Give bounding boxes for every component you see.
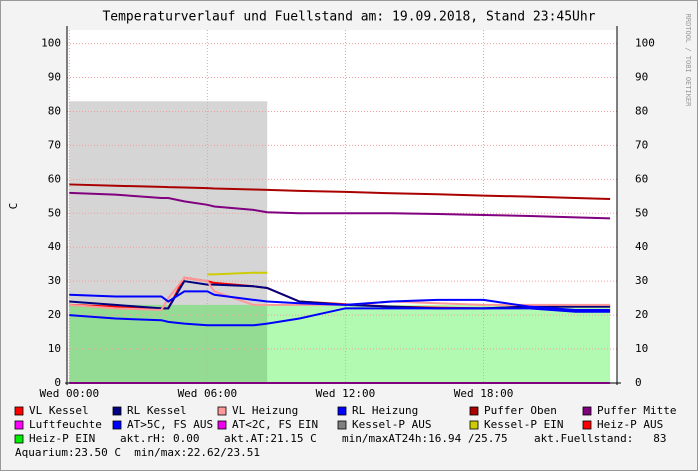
legend-swatch: [14, 420, 24, 430]
y-tick-label: 80: [48, 104, 61, 117]
y-axis-label: C: [7, 203, 20, 210]
y2-tick-label: 40: [635, 240, 648, 253]
annotation: Aquarium:23.50 C min/max:22.62/23.51: [15, 446, 260, 459]
grid: [67, 30, 617, 384]
legend-label: Luftfeuchte: [29, 418, 102, 431]
x-tick-label: Wed 12:00: [316, 387, 376, 400]
y-tick-label: 90: [48, 71, 61, 84]
y-tick-label: 40: [48, 240, 61, 253]
chart-title: Temperaturverlauf und Fuellstand am: 19.…: [102, 10, 595, 25]
legend-label: RL Kessel: [127, 404, 187, 417]
legend-swatch: [14, 434, 24, 444]
annotation: min/maxAT24h:16.94 /25.75: [342, 432, 508, 445]
plot-area: [67, 30, 617, 383]
x-tick-label: Wed 06:00: [178, 387, 238, 400]
y2-tick-label: 20: [635, 308, 648, 321]
y-tick-label: 10: [48, 342, 61, 355]
y2-tick-label: 80: [635, 104, 648, 117]
y-tick-label: 60: [48, 172, 61, 185]
legend-label: AT>5C, FS AUS: [127, 418, 213, 431]
y-tick-label: 0: [54, 376, 61, 389]
legend-label: Puffer Oben: [484, 404, 557, 417]
legend-swatch: [469, 406, 479, 416]
annotation: akt.Fuellstand: 83: [534, 432, 666, 445]
y-tick-label: 100: [41, 37, 61, 50]
legend-label: Heiz-P AUS: [597, 418, 663, 431]
y2-tick-label: 30: [635, 274, 648, 287]
line: [69, 290, 611, 312]
y-tick-label: 50: [48, 206, 61, 219]
legend-label: VL Kessel: [29, 404, 89, 417]
legend-label: Puffer Mitte: [597, 404, 676, 417]
y2-tick-label: 90: [635, 71, 648, 84]
line: [69, 191, 611, 220]
y2-tick-label: 50: [635, 206, 648, 219]
legend-swatch: [337, 406, 347, 416]
legend-label: AT<2C, FS EIN: [232, 418, 318, 431]
annotation: akt.AT:21.15 C: [224, 432, 317, 445]
legend-swatch: [582, 406, 592, 416]
labels: 0 0 10 10 20 20 30 30 40 40 50 50 60 60 70 70 80 80 90 90 10…: [14, 26, 676, 459]
legend-label: VL Heizung: [232, 404, 298, 417]
y-tick-label: 30: [48, 274, 61, 287]
y2-tick-label: 10: [635, 342, 648, 355]
legend-swatch: [112, 420, 122, 430]
legend-swatch: [582, 420, 592, 430]
line: [207, 271, 268, 276]
legend-swatch: [217, 420, 227, 430]
legend-swatch: [14, 406, 24, 416]
legend-swatch: [217, 406, 227, 416]
legend-label: Kessel-P EIN: [484, 418, 563, 431]
y2-tick-label: 100: [635, 37, 655, 50]
line: [69, 276, 611, 312]
y2-tick-label: 60: [635, 172, 648, 185]
line: [69, 307, 611, 327]
legend-label: RL Heizung: [352, 404, 418, 417]
line: [69, 183, 611, 201]
x-tick-label: Wed 18:00: [454, 387, 514, 400]
annotation: akt.rH: 0.00: [120, 432, 199, 445]
legend-label: Kessel-P AUS: [352, 418, 431, 431]
legend-swatch: [112, 406, 122, 416]
area: [69, 304, 611, 383]
y2-tick-label: 70: [635, 138, 648, 151]
area: [69, 101, 268, 384]
x-tick-label: Wed 00:00: [39, 387, 99, 400]
legend-swatch: [337, 420, 347, 430]
legend-swatch: [469, 420, 479, 430]
watermark: RRDTOOL / TOBI OETIKER: [684, 14, 692, 108]
y-tick-label: 70: [48, 138, 61, 151]
y-tick-label: 20: [48, 308, 61, 321]
y2-tick-label: 0: [635, 376, 642, 389]
legend-label: Heiz-P EIN: [29, 432, 95, 445]
